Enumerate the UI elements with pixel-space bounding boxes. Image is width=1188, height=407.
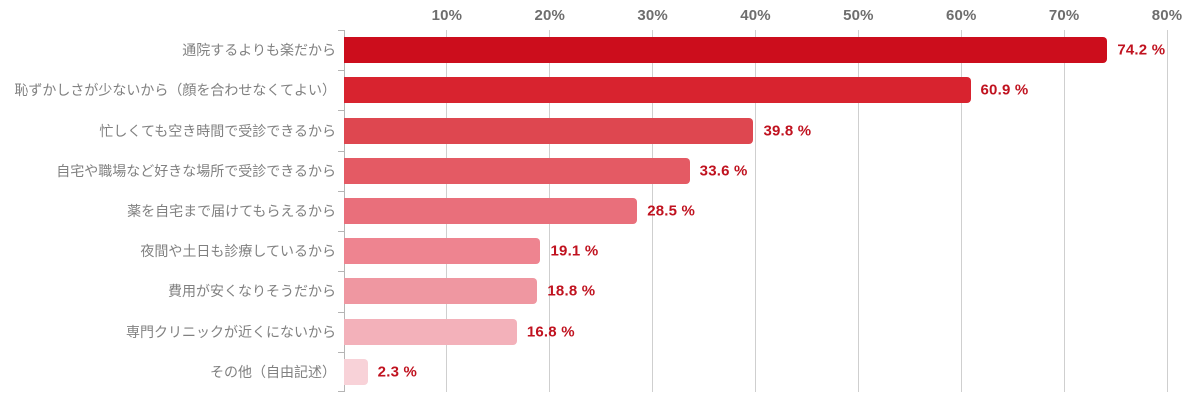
bar-track: 28.5 % [344, 197, 1167, 224]
y-axis-tick [338, 271, 344, 273]
bar [344, 238, 541, 265]
value-label: 2.3 % [377, 363, 418, 381]
value-label: 18.8 % [547, 282, 596, 300]
bar [344, 77, 971, 104]
bar [344, 37, 1108, 64]
y-axis-tick [338, 70, 344, 72]
bar-row: 夜間や土日も診療しているから 19.1 % [0, 231, 1188, 271]
bar-row: 薬を自宅まで届けてもらえるから 28.5 % [0, 191, 1188, 231]
y-axis-tick [338, 351, 344, 353]
x-axis-tick-label: 60% [945, 7, 977, 24]
bar-row: 自宅や職場など好きな場所で受診できるから 33.6 % [0, 151, 1188, 191]
gridline [1063, 30, 1065, 392]
gridline [857, 30, 859, 392]
gridline [652, 30, 654, 392]
x-axis-tick-label: 50% [843, 7, 874, 24]
bar-track: 74.2 % [344, 37, 1167, 64]
bar-track: 60.9 % [344, 77, 1167, 104]
category-label: 費用が安くなりそうだから [168, 283, 336, 300]
value-label: 60.9 % [980, 81, 1029, 99]
bar-row: 費用が安くなりそうだから 18.8 % [0, 271, 1188, 311]
gridline [1166, 30, 1168, 392]
bar [344, 197, 638, 224]
bar-row: 専門クリニックが近くにないから 16.8 % [0, 312, 1188, 352]
gridline [755, 30, 756, 392]
bar [344, 318, 517, 345]
bar-row: その他（自由記述） 2.3 % [0, 352, 1188, 392]
category-label: 恥ずかしさが少ないから（顔を合わせなくてよい） [14, 82, 336, 99]
gridline [960, 30, 962, 392]
bar-row: 忙しくても空き時間で受診できるから 39.8 % [0, 110, 1188, 150]
bar [344, 278, 538, 305]
value-label: 19.1 % [550, 242, 599, 260]
y-axis-tick [338, 311, 344, 313]
y-axis-tick [338, 30, 344, 31]
bar [344, 358, 368, 385]
plot-area: 通院するよりも楽だから 74.2 % 恥ずかしさが少ないから（顔を合わせなくてよい）… [14, 30, 1168, 392]
category-label: その他（自由記述） [210, 363, 336, 380]
bar-rows: 通院するよりも楽だから 74.2 % 恥ずかしさが少ないから（顔を合わせなくてよい）… [0, 30, 1188, 392]
x-axis-tick-label: 20% [534, 7, 566, 24]
bar [344, 117, 754, 144]
x-axis-tick-label: 40% [740, 7, 771, 24]
y-axis-tick [338, 391, 344, 392]
category-label: 夜間や土日も診療しているから [140, 243, 336, 260]
x-axis-tick-label: 10% [431, 7, 463, 24]
x-axis-tick-label: 70% [1048, 7, 1080, 24]
value-label: 74.2 % [1117, 41, 1166, 59]
category-label: 忙しくても空き時間で受診できるから [99, 122, 336, 139]
bar-track: 18.8 % [344, 278, 1167, 305]
y-axis-tick [338, 110, 344, 112]
x-axis: 10% 20% 30% 40% 50% 60% 70% 80% [344, 7, 1183, 27]
bar [344, 157, 690, 184]
x-axis-tick-label: 30% [637, 7, 668, 24]
x-axis-tick-label: 80% [1151, 7, 1183, 24]
value-label: 28.5 % [647, 202, 696, 220]
bar-row: 通院するよりも楽だから 74.2 % [0, 30, 1188, 70]
bar-track: 16.8 % [344, 318, 1167, 345]
category-label: 薬を自宅まで届けてもらえるから [127, 202, 336, 219]
y-axis-tick [338, 190, 344, 192]
category-label: 自宅や職場など好きな場所で受診できるから [56, 162, 336, 179]
value-label: 39.8 % [763, 122, 812, 140]
bar-track: 33.6 % [344, 157, 1167, 184]
y-axis-tick [338, 231, 344, 233]
bar-track: 39.8 % [344, 117, 1167, 144]
value-label: 16.8 % [526, 323, 575, 341]
bar-track: 19.1 % [344, 238, 1167, 265]
y-axis-tick [338, 150, 344, 152]
category-label: 通院するよりも楽だから [182, 42, 336, 59]
value-label: 33.6 % [699, 162, 748, 180]
bar-row: 恥ずかしさが少ないから（顔を合わせなくてよい） 60.9 % [0, 70, 1188, 110]
bar-track: 2.3 % [344, 358, 1167, 385]
category-label: 専門クリニックが近くにないから [126, 323, 336, 340]
